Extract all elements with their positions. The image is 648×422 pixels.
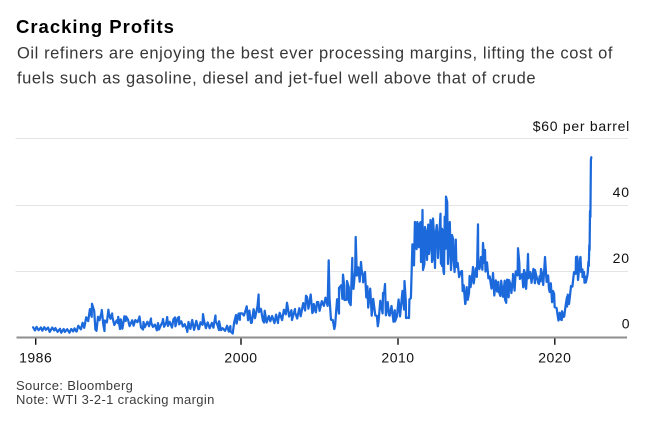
svg-text:Note: WTI 3-2-1 cracking margi: Note: WTI 3-2-1 cracking margin bbox=[16, 392, 215, 407]
svg-text:1986: 1986 bbox=[19, 349, 52, 365]
svg-text:2020: 2020 bbox=[538, 349, 571, 365]
svg-text:2010: 2010 bbox=[381, 349, 414, 365]
svg-text:Oil refiners are enjoying the: Oil refiners are enjoying the best ever … bbox=[17, 45, 613, 63]
svg-text:Cracking Profits: Cracking Profits bbox=[16, 16, 175, 37]
svg-text:Source: Bloomberg: Source: Bloomberg bbox=[16, 378, 133, 393]
svg-text:0: 0 bbox=[622, 316, 630, 332]
svg-text:20: 20 bbox=[613, 250, 630, 266]
svg-text:fuels such as gasoline, diesel: fuels such as gasoline, diesel and jet-f… bbox=[17, 69, 536, 87]
svg-text:$60 per barrel: $60 per barrel bbox=[533, 118, 630, 134]
svg-text:2000: 2000 bbox=[224, 349, 257, 365]
svg-text:40: 40 bbox=[613, 184, 630, 200]
